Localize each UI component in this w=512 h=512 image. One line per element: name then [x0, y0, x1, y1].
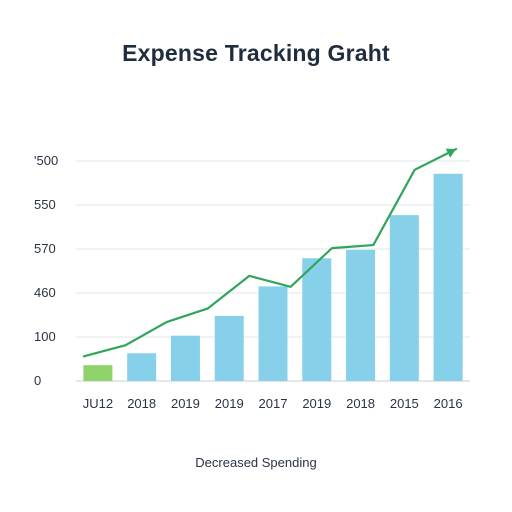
bar: [433, 173, 463, 381]
x-tick-labels: JU12 2018 2019 2019 2017 2019 2018 2015 2016: [83, 396, 463, 411]
x-axis-label: Decreased Spending: [195, 455, 317, 470]
bar: [127, 353, 157, 381]
x-tick-label: 2017: [259, 396, 288, 411]
chart-title: Expense Tracking Graht: [122, 40, 390, 66]
trend-line: [82, 148, 458, 358]
bar: [302, 258, 332, 381]
y-tick-label: 100: [34, 329, 56, 344]
bar: [258, 286, 288, 381]
bar: [83, 365, 113, 381]
x-tick-label: 2019: [215, 396, 244, 411]
y-tick-label: '500: [34, 153, 58, 168]
trend-line-path: [82, 148, 458, 358]
y-tick-labels: 0 100 460 570 550 '500: [34, 153, 58, 388]
bar: [170, 335, 200, 381]
bar: [389, 215, 419, 381]
x-tick-label: 2019: [302, 396, 331, 411]
bar: [346, 249, 376, 381]
bars: [83, 173, 463, 381]
trend-arrow-head: [445, 148, 456, 158]
x-tick-label: 2019: [171, 396, 200, 411]
y-tick-label: 550: [34, 197, 56, 212]
x-tick-label: 2015: [390, 396, 419, 411]
y-tick-label: 0: [34, 373, 41, 388]
x-tick-label: 2016: [434, 396, 463, 411]
y-tick-label: 570: [34, 241, 56, 256]
bar: [214, 315, 244, 381]
x-tick-label: JU12: [83, 396, 113, 411]
y-tick-label: 460: [34, 285, 56, 300]
x-tick-label: 2018: [346, 396, 375, 411]
x-tick-label: 2018: [127, 396, 156, 411]
